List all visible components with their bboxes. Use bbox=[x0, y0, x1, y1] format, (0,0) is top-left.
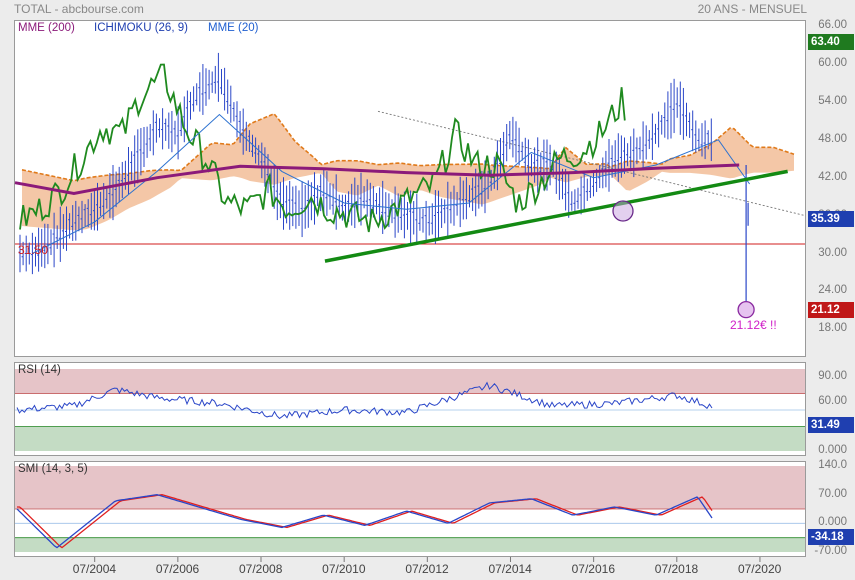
chart-header-right: 20 ANS - MENSUEL bbox=[697, 2, 807, 16]
smi-tick-label: 140.0 bbox=[818, 459, 847, 471]
legend-mme200: MME (200) bbox=[18, 22, 75, 34]
x-tick-label: 07/2018 bbox=[654, 562, 699, 576]
badge-rsi: 31.49 bbox=[808, 417, 854, 434]
badge-high: 63.40 bbox=[808, 34, 854, 51]
y-tick-label: 66.00 bbox=[818, 19, 847, 31]
y-tick-label: 60.00 bbox=[818, 56, 847, 69]
badge-last-price: 35.39 bbox=[808, 211, 854, 228]
y-tick-label: 30.00 bbox=[818, 246, 847, 259]
rsi-tick-label: 60.00 bbox=[818, 394, 847, 407]
support-level-label: 31.50 bbox=[18, 243, 49, 257]
badge-low: 21.12 bbox=[808, 301, 854, 318]
smi-overbought-zone bbox=[15, 466, 805, 509]
mme200-line bbox=[14, 163, 740, 196]
rsi-tick-label: 90.00 bbox=[818, 370, 847, 383]
low-circle-marker bbox=[737, 300, 755, 319]
smi-tick-label: 70.00 bbox=[818, 487, 847, 500]
smi-tick-label: -70.00 bbox=[814, 545, 847, 557]
smi-line bbox=[16, 494, 713, 549]
smi-tick-label: 0.000 bbox=[818, 516, 847, 529]
legend-mme20: MME (20) bbox=[208, 22, 259, 34]
x-tick-label: 07/2012 bbox=[405, 562, 449, 576]
smi-signal-line bbox=[17, 494, 713, 549]
legend-rsi: RSI (14) bbox=[18, 364, 61, 376]
low-price-label: 21.12€ !! bbox=[730, 318, 777, 332]
y-tick-label: 42.00 bbox=[818, 170, 847, 183]
rsi-tick-label: 0.000 bbox=[818, 444, 847, 456]
support-trendline bbox=[324, 169, 789, 263]
x-tick-label: 07/2020 bbox=[737, 562, 782, 576]
rsi-oversold-zone bbox=[15, 426, 805, 451]
rsi-overbought-zone bbox=[15, 369, 805, 394]
chikou-line bbox=[19, 63, 626, 233]
y-tick-label: 48.00 bbox=[818, 132, 847, 145]
x-tick-label: 07/2010 bbox=[322, 562, 366, 576]
resistance-trendline bbox=[377, 110, 806, 217]
y-tick-label: 24.00 bbox=[818, 284, 847, 297]
y-tick-label: 54.00 bbox=[818, 94, 847, 107]
x-tick-label: 07/2014 bbox=[488, 562, 532, 576]
smi-oversold-zone bbox=[15, 537, 805, 552]
ichimoku-span-line bbox=[21, 112, 795, 182]
x-tick-label: 07/2016 bbox=[571, 562, 616, 576]
y-tick-label: 18.00 bbox=[818, 322, 847, 335]
x-tick-label: 07/2004 bbox=[72, 562, 117, 576]
x-tick-label: 07/2006 bbox=[155, 562, 200, 576]
rsi-line bbox=[16, 381, 713, 420]
mme20-line bbox=[32, 113, 751, 254]
x-tick-label: 07/2008 bbox=[239, 562, 283, 576]
badge-smi: -34.18 bbox=[808, 529, 854, 546]
legend-smi: SMI (14, 3, 5) bbox=[18, 463, 88, 475]
chart-header-left: TOTAL - abcbourse.com bbox=[14, 2, 144, 16]
breakout-circle-marker bbox=[612, 200, 634, 222]
legend-ichimoku: ICHIMOKU (26, 9) bbox=[94, 22, 188, 34]
